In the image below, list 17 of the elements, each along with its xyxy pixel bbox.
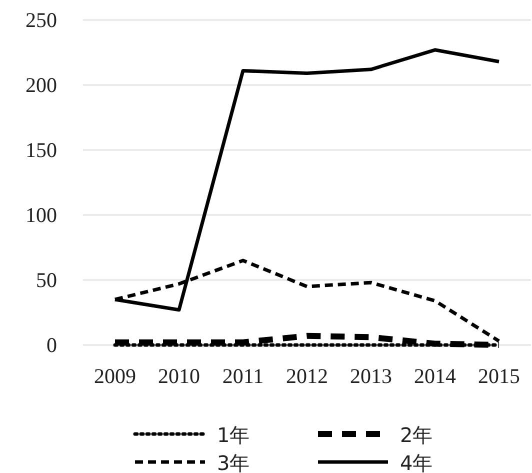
y-tick-label: 150 xyxy=(26,138,57,162)
y-tick-label: 250 xyxy=(26,8,57,32)
legend-label: 4年 xyxy=(400,451,433,473)
y-tick-label: 50 xyxy=(36,268,57,292)
x-tick-label: 2015 xyxy=(478,364,520,388)
legend-label: 3年 xyxy=(217,451,250,473)
x-tick-label: 2011 xyxy=(222,364,264,388)
y-tick-label: 100 xyxy=(26,203,57,227)
x-tick-label: 2009 xyxy=(94,364,136,388)
x-tick-label: 2012 xyxy=(286,364,328,388)
legend-label: 1年 xyxy=(217,423,250,447)
y-tick-label: 0 xyxy=(46,333,57,357)
x-tick-label: 2014 xyxy=(414,364,456,388)
legend-label: 2年 xyxy=(400,423,433,447)
x-tick-label: 2010 xyxy=(158,364,200,388)
x-tick-label: 2013 xyxy=(350,364,392,388)
y-tick-label: 200 xyxy=(26,73,57,97)
